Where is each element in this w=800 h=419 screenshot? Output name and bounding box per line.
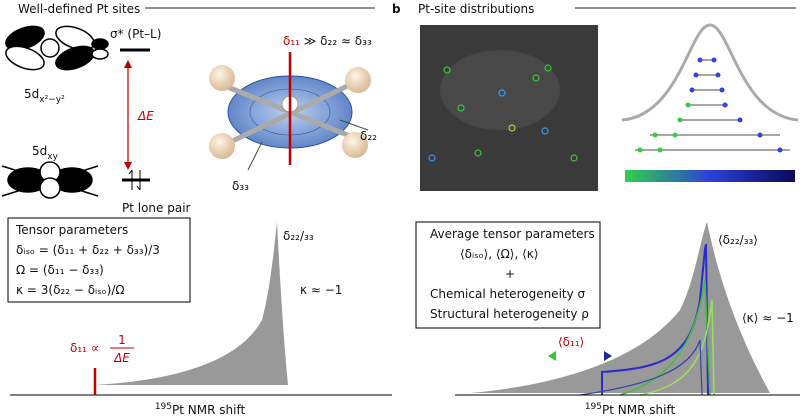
x-label-sup: 195 [155, 402, 172, 412]
param-box [415, 221, 601, 329]
orbital-sub: x²−y² [39, 95, 65, 105]
param-box [7, 217, 191, 303]
box-title: Tensor parameters [15, 223, 128, 237]
d11-num: 1 [118, 333, 126, 347]
spins [128, 169, 141, 191]
kappa-label: ⟨κ⟩ ≈ −1 [742, 311, 794, 325]
axis-label: δ₂₂ [360, 129, 377, 143]
panel-title: Pt-site distributions [418, 2, 534, 16]
axis-label: δ₃₃ [232, 179, 249, 193]
x-label-text: Pt NMR shift [172, 403, 245, 417]
lone-pair-label: Pt lone pair [122, 201, 191, 215]
box-line: δᵢₛₒ = (δ₁₁ + δ₂₂ + δ₃₃)/3 [16, 243, 160, 257]
tensor-relation: δ₁₁ ≫ δ₂₂ ≈ δ₃₃ [283, 34, 372, 48]
arrow-head [548, 351, 556, 361]
tensor-model [209, 52, 371, 171]
relation-rest: ≫ δ₂₂ ≈ δ₃₃ [300, 34, 372, 48]
spectrum [95, 222, 288, 385]
d11-lhs: δ₁₁ ∝ [70, 341, 99, 355]
box-line: Chemical heterogeneity σ [430, 287, 586, 301]
d11-part: δ₁₁ [283, 34, 300, 48]
box-line: ⟨δᵢₛₒ⟩, ⟨Ω⟩, ⟨κ⟩ [460, 247, 539, 261]
box-line: κ = 3(δ₂₂ − δᵢₛₒ)/Ω [16, 283, 125, 297]
x-label-text: Pt NMR shift [602, 403, 675, 417]
orbital-label: 5dxy [32, 144, 59, 162]
x-label: 195Pt NMR shift [155, 402, 246, 417]
box-line: Ω = (δ₁₁ − δ₃₃) [16, 263, 104, 277]
box-line: + [505, 267, 515, 281]
x-label-sup: 195 [585, 402, 602, 412]
micrograph [420, 25, 598, 191]
antibonding-label: σ* (Pt–L) [110, 27, 161, 41]
d11-label: ⟨δ₁₁⟩ [558, 335, 584, 349]
orbital-main: 5d [24, 87, 39, 101]
x-label: 195Pt NMR shift [585, 402, 676, 417]
orbital-upper [5, 25, 109, 71]
d11-den: ΔE [113, 351, 130, 365]
orbital-main: 5d [32, 144, 47, 158]
arrow-head [604, 351, 612, 361]
box-title: Average tensor parameters [430, 227, 595, 241]
gap-label: ΔE [137, 109, 154, 123]
site-spectra [579, 243, 715, 396]
panel-letter: b [392, 2, 401, 16]
orbital-lower [1, 161, 99, 199]
orbital-label: 5dx²−y² [24, 87, 65, 105]
kappa-label: κ ≈ −1 [300, 283, 342, 297]
box-line: Structural heterogeneity ρ [430, 307, 589, 321]
distribution-curve [621, 23, 799, 122]
orbital-sub: xy [47, 152, 58, 162]
site-stacks [635, 57, 790, 153]
peak-label: δ₂₂/₃₃ [283, 229, 314, 243]
color-bar [625, 170, 795, 182]
peak-label: ⟨δ₂₂/₃₃⟩ [718, 233, 758, 247]
panel-title: Well-defined Pt sites [18, 2, 140, 16]
